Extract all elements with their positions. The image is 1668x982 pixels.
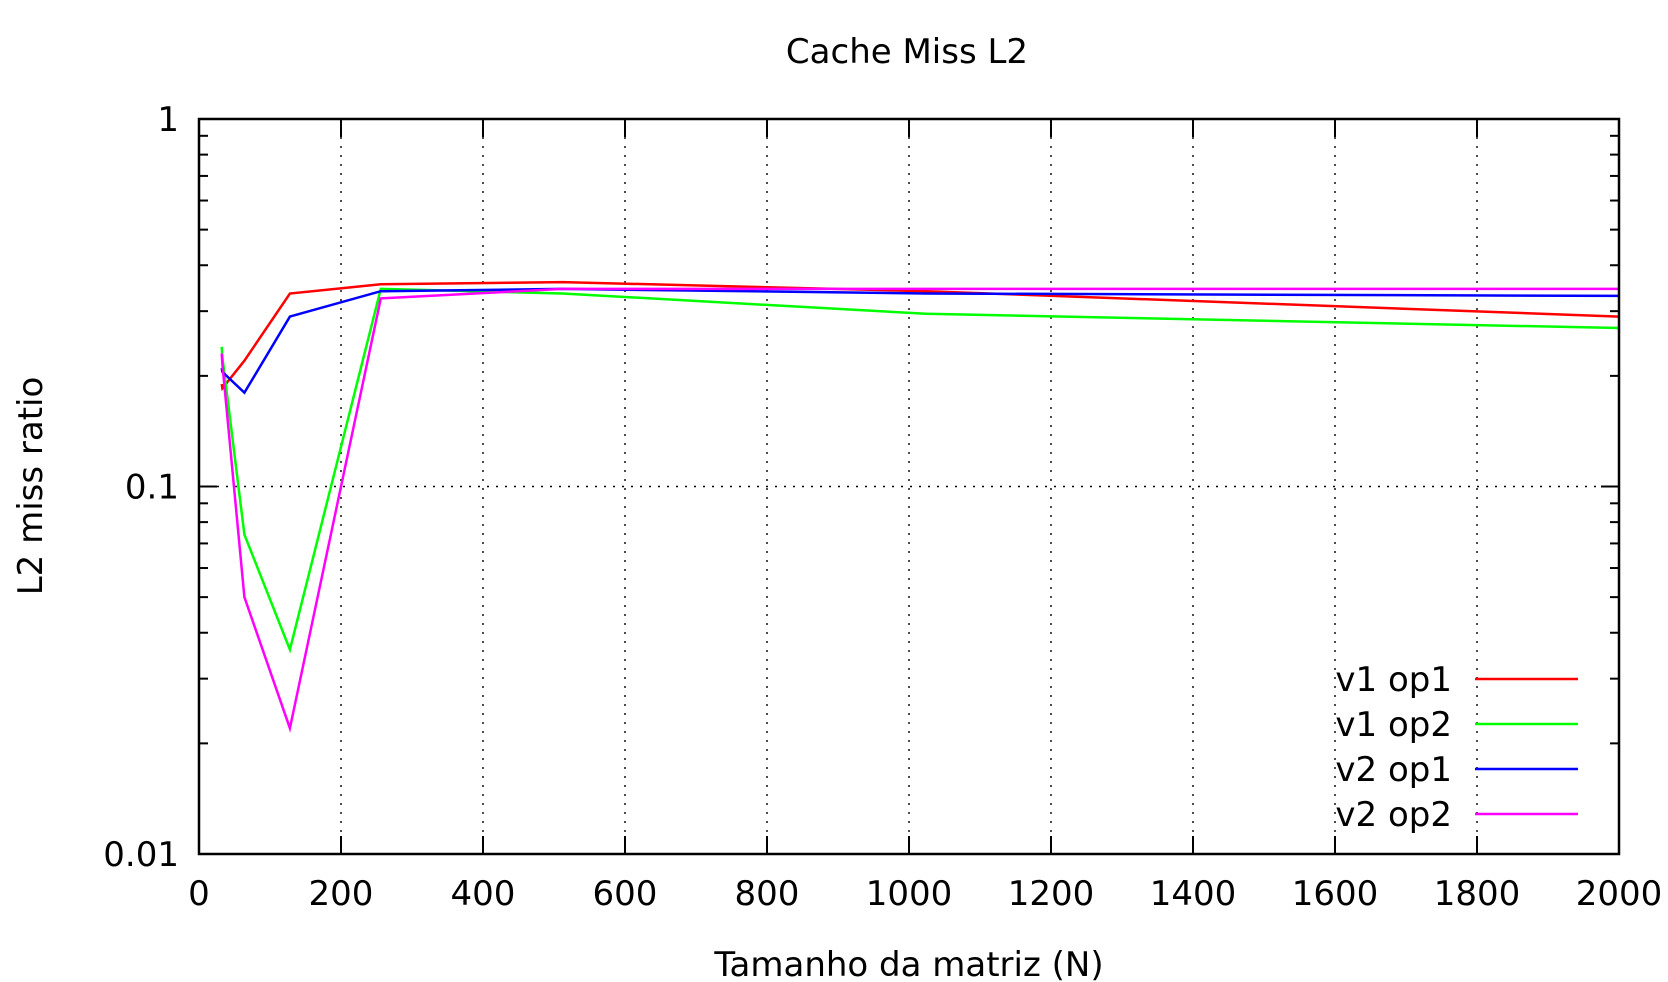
- y-tick-label: 0.1: [125, 468, 179, 508]
- chart-title: Cache Miss L2: [786, 32, 1028, 72]
- x-tick-label: 800: [735, 874, 800, 914]
- legend-label: v1 op1: [1335, 660, 1452, 700]
- legend-label: v2 op1: [1335, 750, 1452, 790]
- x-axis-label: Tamanho da matriz (N): [713, 945, 1103, 982]
- x-tick-label: 1200: [1008, 874, 1095, 914]
- legend-label: v2 op2: [1335, 795, 1452, 835]
- legend: v1 op1 v1 op2 v2 op1 v2 op2: [1335, 660, 1578, 835]
- series-line-v2-op2: [220, 287, 1619, 733]
- grid: [199, 119, 1619, 854]
- legend-label: v1 op2: [1335, 705, 1452, 745]
- series-line-v1-op1: [220, 280, 1620, 392]
- x-tick-label: 2000: [1576, 874, 1663, 914]
- x-tick-label: 600: [593, 874, 658, 914]
- series-line-v2-op1: [220, 287, 1620, 395]
- y-axis-tick-labels: 0.01 0.1 1: [103, 100, 179, 875]
- y-axis-label: L2 miss ratio: [11, 377, 51, 596]
- x-tick-label: 200: [309, 874, 374, 914]
- y-tick-label: 1: [157, 100, 179, 140]
- x-tick-label: 1000: [866, 874, 953, 914]
- x-tick-label: 1400: [1150, 874, 1237, 914]
- axis-ticks: [198, 118, 1620, 855]
- series-line-v1-op2: [220, 287, 1620, 654]
- x-tick-label: 1800: [1434, 874, 1521, 914]
- x-tick-label: 1600: [1292, 874, 1379, 914]
- plot-area: [220, 280, 1620, 733]
- x-tick-label: 0: [188, 874, 210, 914]
- y-tick-label: 0.01: [103, 835, 179, 875]
- x-tick-label: 400: [451, 874, 516, 914]
- x-axis-tick-labels: 0 200 400 600 800 1000 1200 1400 1600 1800 2000: [188, 874, 1662, 914]
